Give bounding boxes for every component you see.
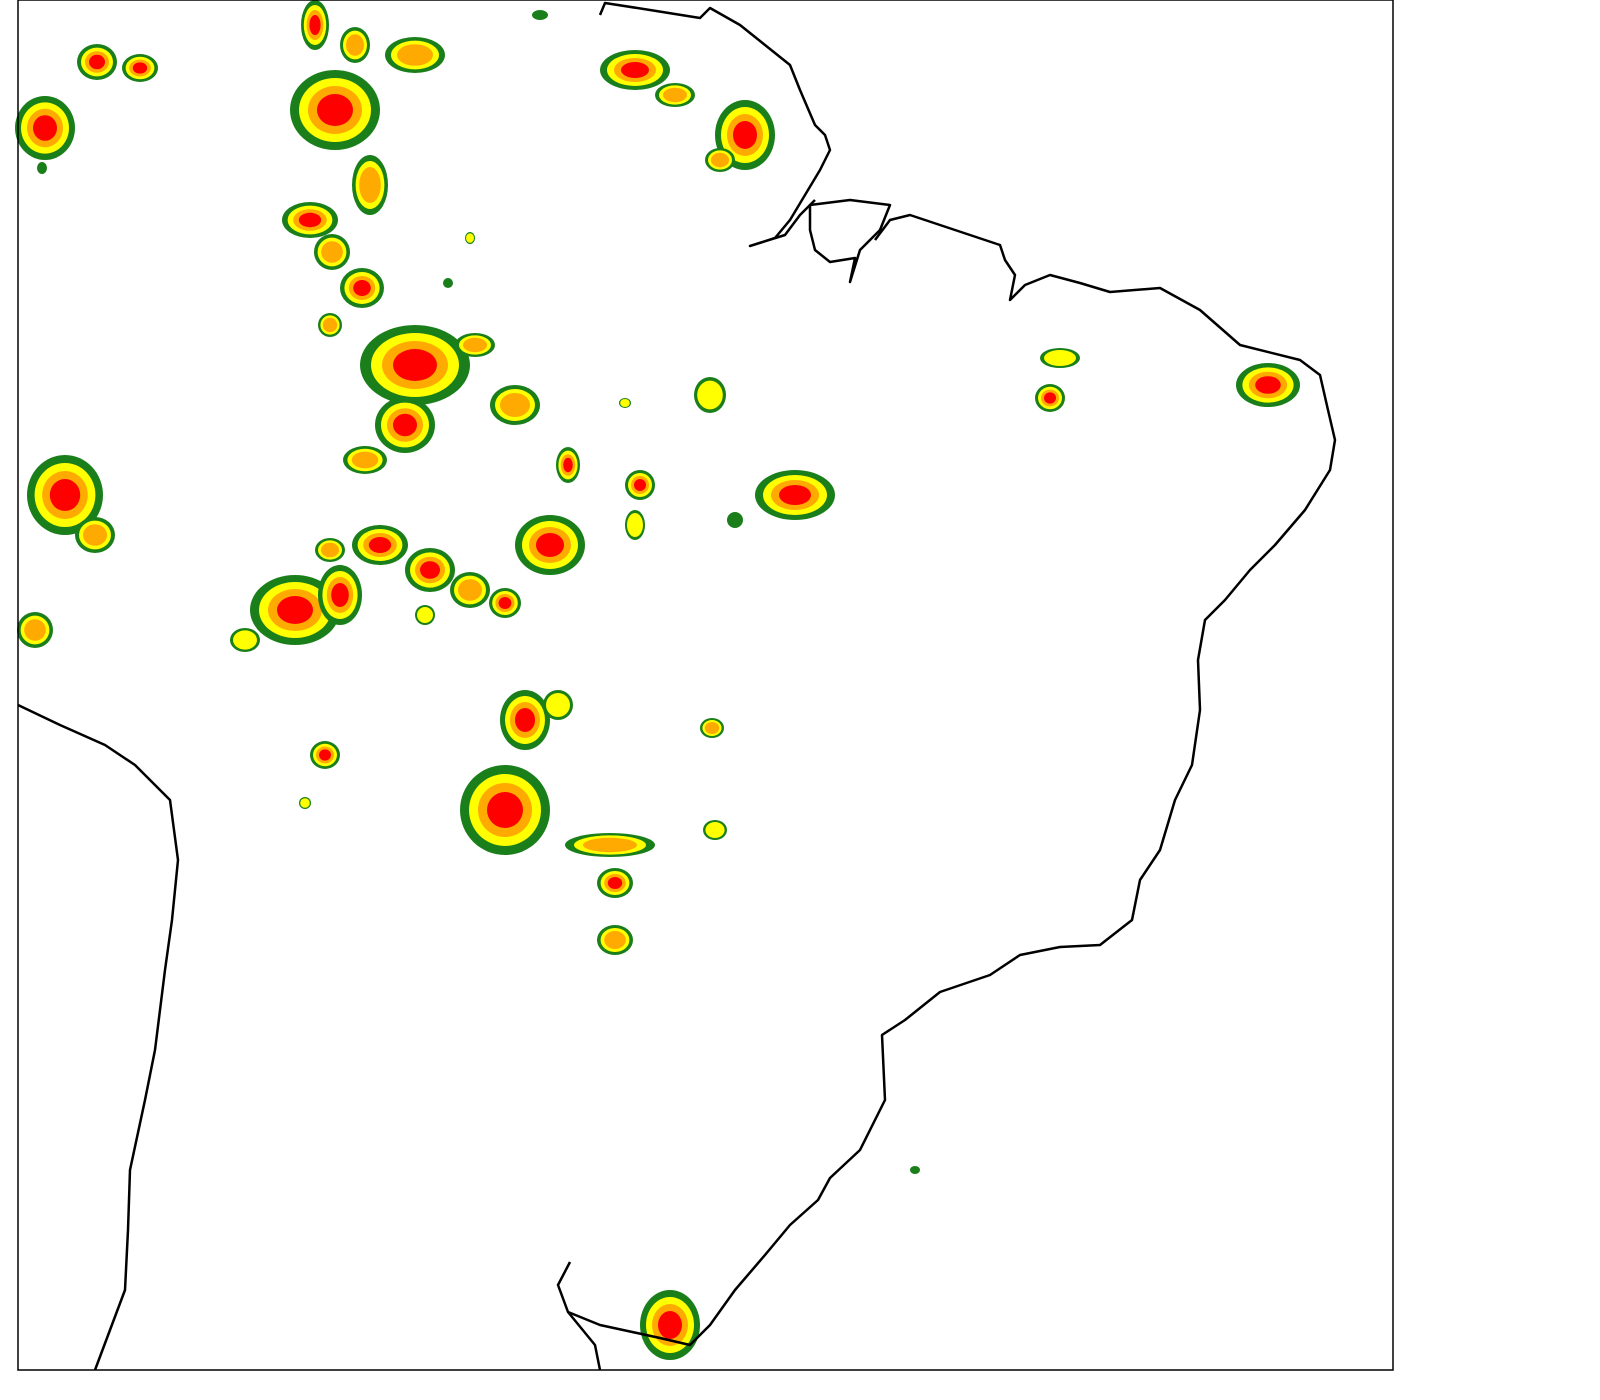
precip-level-3 [331, 583, 349, 607]
precip-level-2 [351, 451, 379, 469]
precip-level-2 [24, 619, 46, 641]
precip-level-3 [132, 62, 148, 74]
precip-level-2 [346, 34, 364, 56]
precip-level-2 [604, 931, 626, 949]
precip-level-3 [607, 877, 623, 889]
precip-level-2 [704, 722, 720, 734]
precipitation-cells [15, 0, 1300, 1360]
coastline [567, 1311, 602, 1371]
precip-level-2 [397, 44, 433, 66]
precip-level-3 [393, 413, 417, 437]
coastline [598, 1, 832, 248]
precip-level-3 [89, 54, 105, 70]
island [808, 198, 892, 284]
precip-level-0 [910, 1166, 920, 1174]
precip-level-2 [458, 579, 482, 601]
precip-level-3 [621, 62, 649, 78]
precip-level-1 [1044, 350, 1076, 366]
precip-level-2 [321, 241, 343, 263]
precip-level-2 [322, 317, 338, 333]
precip-level-0 [443, 278, 453, 288]
precip-level-1 [466, 233, 474, 243]
precip-level-3 [309, 15, 321, 35]
precip-level-3 [515, 708, 535, 732]
precip-level-3 [634, 479, 646, 491]
precip-level-1 [233, 630, 257, 650]
coastline [17, 703, 180, 1371]
precip-level-3 [420, 561, 440, 579]
precip-level-2 [583, 837, 637, 853]
precip-level-2 [321, 542, 339, 558]
precip-level-3 [1255, 376, 1281, 394]
precip-level-2 [663, 87, 687, 103]
precip-level-3 [393, 349, 437, 381]
precip-level-3 [33, 115, 57, 141]
precip-level-3 [779, 485, 811, 505]
precip-level-2 [83, 524, 107, 546]
precip-level-1 [546, 693, 570, 717]
precip-level-3 [317, 94, 353, 126]
precip-level-1 [300, 798, 310, 808]
coastline [556, 213, 1337, 1347]
precip-level-3 [733, 121, 757, 149]
precip-level-2 [711, 152, 729, 168]
precip-level-2 [463, 337, 487, 353]
precip-level-3 [368, 537, 392, 553]
precip-level-3 [1044, 392, 1056, 404]
precip-level-3 [353, 280, 371, 296]
precip-level-1 [705, 822, 725, 838]
precip-level-3 [658, 1311, 682, 1339]
precip-level-3 [277, 596, 313, 624]
coastlines [17, 1, 1337, 1371]
precip-level-3 [487, 792, 523, 828]
precip-level-3 [536, 533, 564, 557]
precip-level-3 [298, 212, 322, 228]
precip-level-2 [359, 167, 381, 203]
precip-level-0 [727, 512, 743, 528]
precip-level-1 [620, 399, 630, 407]
precip-level-0 [37, 162, 47, 174]
precip-level-1 [697, 380, 723, 410]
precip-level-3 [498, 597, 512, 609]
precip-level-3 [319, 749, 331, 761]
precip-level-3 [49, 479, 81, 511]
map-frame [17, 0, 1394, 1371]
precip-level-3 [563, 457, 573, 473]
precip-level-1 [417, 607, 433, 623]
precip-level-0 [532, 10, 548, 20]
precip-level-2 [500, 393, 530, 417]
precip-level-1 [627, 513, 643, 537]
